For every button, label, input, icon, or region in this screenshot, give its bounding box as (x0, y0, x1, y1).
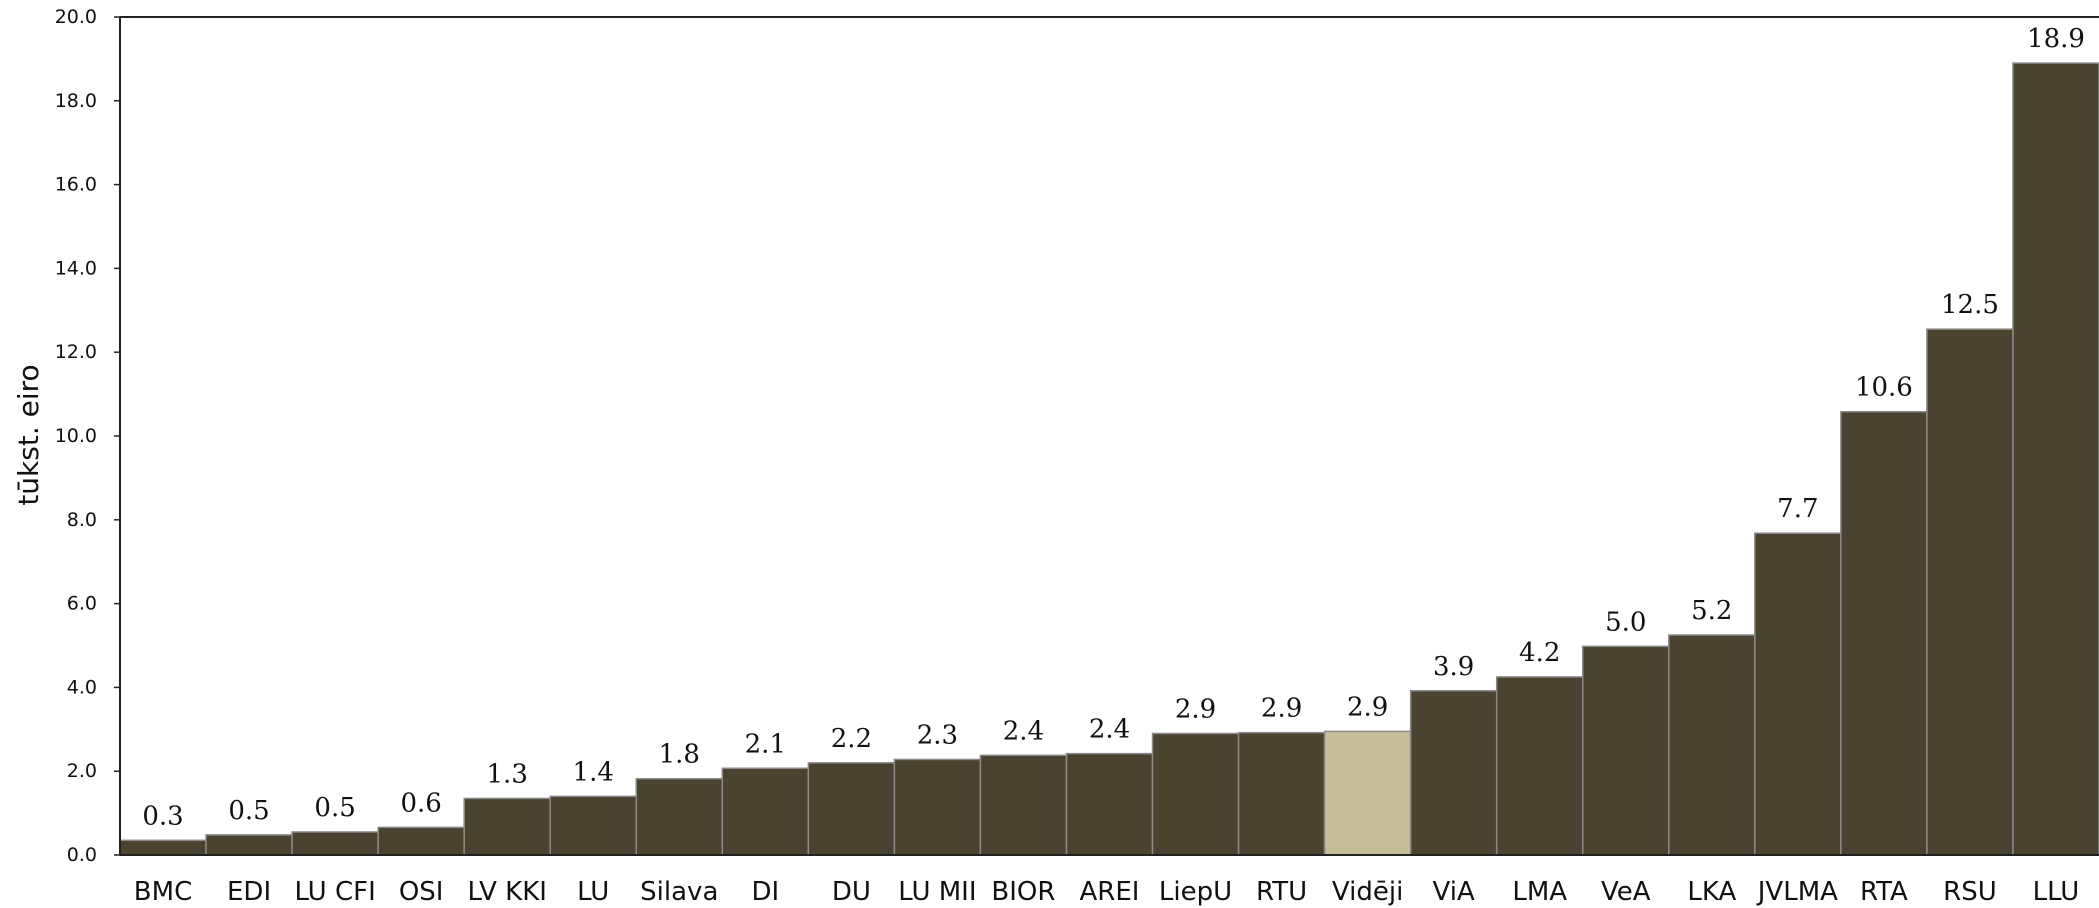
y-tick-label: 4.0 (67, 676, 97, 698)
x-tick-label: BMC (134, 877, 192, 907)
x-tick-label: BIOR (991, 877, 1055, 907)
x-tick-label: LLU (2033, 877, 2080, 907)
bar-vidēji (1323, 730, 1412, 856)
bar-llu (2012, 62, 2099, 856)
x-tick-label: ViA (1433, 877, 1475, 907)
x-tick-label: RTA (1860, 877, 1908, 907)
bar-vea (1581, 645, 1670, 856)
bar-rtu (1237, 731, 1326, 856)
data-label: 2.9 (1175, 694, 1216, 724)
bar-via (1409, 690, 1498, 856)
x-tick-label: RSU (1943, 877, 1997, 907)
bar-lka (1668, 634, 1756, 856)
bar-lu (549, 795, 638, 856)
x-tick-label: JVLMA (1756, 877, 1838, 907)
y-tick-label: 20.0 (55, 6, 97, 28)
data-label: 0.3 (142, 801, 183, 831)
x-tick-label: LU CFI (294, 877, 375, 907)
data-label: 2.2 (831, 724, 872, 754)
data-labels: 0.3 0.5 0.5 0.6 1.3 1.4 1.8 2.1 2.2 2.3 2.4 2.4 2.9 2… (142, 24, 2085, 831)
bar-lu-cfi (291, 831, 379, 856)
y-tick-label: 8.0 (67, 509, 97, 531)
y-tick-label: 6.0 (67, 593, 97, 615)
y-axis-label: tūkst. eiro (12, 364, 45, 505)
bar-liepu (1151, 732, 1240, 856)
data-label: 2.4 (1003, 716, 1044, 746)
x-tick-label: LiepU (1159, 877, 1232, 907)
x-tick-label: RTU (1256, 877, 1307, 907)
data-label: 7.7 (1777, 494, 1818, 524)
bar-rta (1840, 410, 1928, 856)
x-tick-label: EDI (227, 877, 271, 907)
x-tick-label: VeA (1601, 877, 1651, 907)
data-label: 1.8 (659, 740, 700, 770)
x-tick-label: DI (751, 877, 779, 907)
x-tick-label: LU MII (898, 877, 976, 907)
x-tick-label: LKA (1687, 877, 1736, 907)
data-label: 10.6 (1855, 373, 1913, 403)
data-label: 2.9 (1347, 692, 1388, 722)
data-label: 0.6 (400, 788, 441, 818)
x-tick-label: LMA (1512, 877, 1567, 907)
data-label: 5.0 (1605, 607, 1646, 637)
bar-di (721, 767, 810, 856)
data-label: 2.9 (1261, 694, 1302, 724)
x-tick-label: LU (577, 877, 609, 907)
bar-lu-mii (893, 758, 982, 856)
bar-edi (205, 834, 293, 856)
bar-jvlma (1754, 532, 1842, 856)
data-label: 1.3 (487, 759, 528, 789)
data-label: 3.9 (1433, 652, 1474, 682)
y-tick-label: 18.0 (55, 90, 97, 112)
y-tick-label: 16.0 (55, 174, 97, 196)
data-label: 4.2 (1519, 638, 1560, 668)
bar-du (807, 762, 896, 856)
y-tick-label: 10.0 (55, 425, 97, 447)
bar-rsu (1926, 328, 2014, 856)
data-label: 0.5 (314, 793, 355, 823)
data-label: 5.2 (1691, 596, 1732, 626)
data-label: 2.1 (745, 729, 786, 759)
bar-lv-kki (463, 797, 551, 856)
x-tick-labels: BMC EDI LU CFI OSI LV KKI LU Silava DI DU LU MII B… (134, 877, 2080, 907)
bar-bior (979, 754, 1068, 856)
x-tick-label: Vidēji (1332, 877, 1403, 907)
x-tick-label: AREI (1080, 877, 1140, 907)
y-tick-label: 14.0 (55, 257, 97, 279)
y-tick-label: 12.0 (55, 341, 97, 363)
data-label: 0.5 (228, 796, 269, 826)
y-tick-label: 0.0 (67, 844, 97, 866)
bar-osi (377, 826, 465, 856)
data-label: 2.3 (917, 720, 958, 750)
x-tick-label: OSI (399, 877, 444, 907)
axes-group (114, 16, 2099, 856)
x-tick-label: DU (832, 877, 871, 907)
y-tick-label: 2.0 (67, 760, 97, 782)
bars-group (119, 62, 2099, 856)
data-label: 2.4 (1089, 715, 1130, 745)
data-label: 1.4 (573, 757, 614, 787)
bar-bmc (119, 839, 207, 856)
y-tick-labels: 0.0 2.0 4.0 6.0 8.0 10.0 12.0 14.0 16.0 18.0 20.0 (55, 6, 97, 866)
x-tick-label: LV KKI (467, 877, 546, 907)
data-label: 12.5 (1941, 290, 1999, 320)
bar-arei (1065, 752, 1154, 856)
bar-silava (635, 777, 724, 856)
x-tick-label: Silava (640, 877, 718, 907)
data-label: 18.9 (2027, 24, 2085, 54)
bar-lma (1495, 676, 1584, 856)
